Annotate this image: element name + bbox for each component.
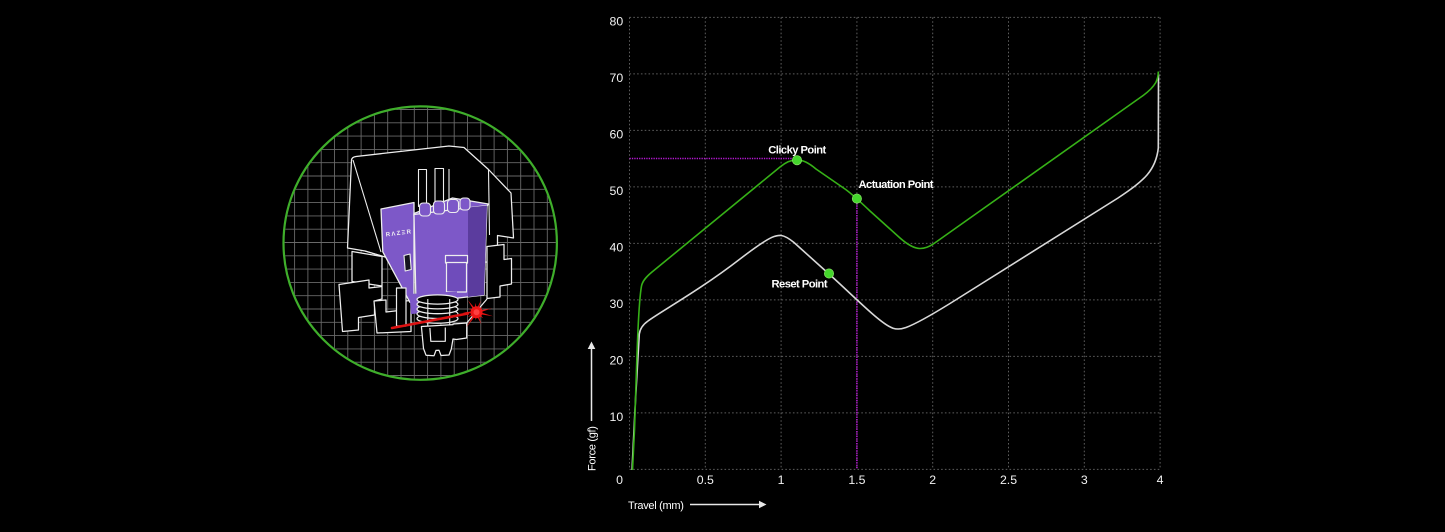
svg-text:Reset Point: Reset Point: [772, 279, 828, 291]
svg-text:Force (gf): Force (gf): [587, 426, 599, 471]
svg-text:20: 20: [610, 354, 624, 368]
svg-text:1.5: 1.5: [848, 473, 865, 487]
svg-text:4: 4: [1157, 473, 1164, 487]
svg-text:40: 40: [610, 241, 624, 255]
svg-text:3: 3: [1081, 473, 1088, 487]
svg-text:30: 30: [610, 297, 624, 311]
svg-text:2.5: 2.5: [1000, 473, 1017, 487]
svg-text:60: 60: [610, 128, 624, 142]
svg-text:RΛZΞR: RΛZΞR: [386, 229, 413, 238]
svg-text:Travel (mm): Travel (mm): [628, 500, 684, 512]
svg-text:Actuation Point: Actuation Point: [859, 179, 934, 191]
svg-text:70: 70: [610, 71, 624, 85]
svg-text:1: 1: [778, 473, 785, 487]
svg-text:50: 50: [610, 184, 624, 198]
svg-text:Clicky Point: Clicky Point: [768, 145, 826, 157]
svg-text:80: 80: [610, 15, 624, 29]
svg-text:0.5: 0.5: [697, 473, 714, 487]
svg-text:0: 0: [616, 473, 623, 487]
svg-text:10: 10: [610, 410, 624, 424]
svg-text:2: 2: [929, 473, 936, 487]
